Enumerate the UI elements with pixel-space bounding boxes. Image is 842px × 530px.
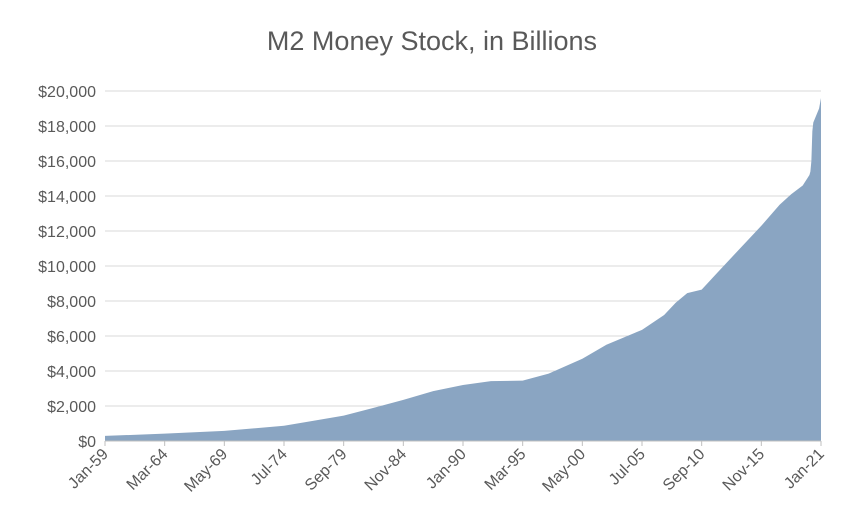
- x-tick-label: Jan-90: [423, 446, 470, 493]
- chart-title: M2 Money Stock, in Billions: [267, 26, 597, 56]
- y-tick-label: $8,000: [47, 294, 96, 311]
- y-tick-label: $20,000: [38, 84, 96, 101]
- x-tick-label: Nov-15: [720, 446, 769, 495]
- y-tick-label: $16,000: [38, 154, 96, 171]
- x-tick-label: Jul-05: [606, 446, 649, 489]
- y-tick-label: $14,000: [38, 189, 96, 206]
- x-tick-label: Mar-64: [124, 446, 172, 494]
- plot-area: [105, 98, 821, 441]
- x-tick-label: Sep-10: [660, 446, 709, 495]
- y-tick-label: $4,000: [47, 364, 96, 381]
- x-axis: Jan-59 Mar-64 May-69 Jul-74 Sep-79 Nov-84 Jan-…: [65, 440, 828, 496]
- gridlines: [105, 90, 821, 407]
- x-tick-label: Mar-95: [482, 446, 530, 494]
- x-tick-label: Sep-79: [302, 446, 351, 495]
- area-series: [105, 98, 821, 441]
- y-tick-label: $0: [78, 434, 96, 451]
- x-tick-label: Jan-59: [65, 446, 112, 493]
- x-tick-label: Jan-21: [781, 446, 828, 493]
- x-tick-label: Nov-84: [362, 446, 411, 495]
- y-tick-label: $6,000: [47, 329, 96, 346]
- y-tick-label: $2,000: [47, 399, 96, 416]
- y-tick-label: $10,000: [38, 259, 96, 276]
- y-tick-label: $18,000: [38, 119, 96, 136]
- x-tick-label: Jul-74: [248, 446, 291, 489]
- x-tick-label: May-69: [181, 446, 231, 496]
- y-axis: $0 $2,000 $4,000 $6,000 $8,000 $10,000 $12,000…: [38, 84, 96, 451]
- y-tick-label: $12,000: [38, 224, 96, 241]
- x-tick-label: May-00: [539, 446, 589, 496]
